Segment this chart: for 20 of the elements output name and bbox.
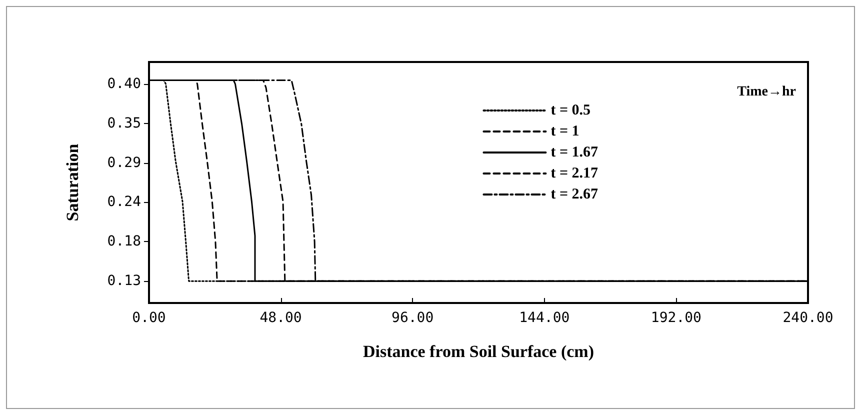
x-axis-title: Distance from Soil Surface (cm) — [362, 342, 594, 361]
x-tick-label: 192.00 — [650, 310, 702, 326]
y-tick-label: 0.35 — [107, 115, 141, 132]
x-tick-label: 144.00 — [519, 310, 570, 326]
x-tick-label: 96.00 — [392, 310, 434, 326]
x-tick-label: 48.00 — [260, 310, 302, 326]
legend-label: t = 2.17 — [550, 166, 598, 182]
legend-label: t = 1.67 — [550, 144, 598, 160]
y-tick-label: 0.13 — [107, 273, 141, 290]
y-tick-label: 0.29 — [107, 154, 141, 171]
legend-label: t = 0.5 — [550, 102, 591, 118]
x-tick-label: 0.00 — [132, 310, 166, 326]
y-tick-label: 0.40 — [107, 76, 141, 92]
x-tick-label: 240.00 — [782, 310, 834, 326]
y-tick-label: 0.24 — [107, 194, 141, 210]
legend-title: Time→hr — [737, 84, 796, 100]
legend-label: t = 1 — [550, 124, 580, 140]
legend-label: t = 2.67 — [550, 186, 598, 202]
y-axis-title: Saturation — [63, 143, 82, 222]
y-tick-label: 0.18 — [107, 234, 141, 250]
